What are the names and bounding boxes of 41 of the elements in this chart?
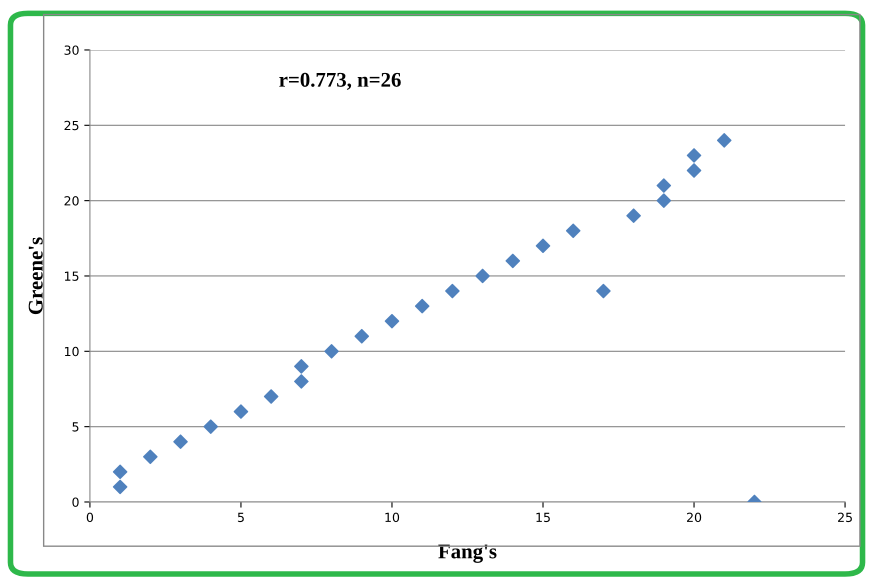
- y-tick-label: 30: [64, 45, 79, 55]
- point: [324, 344, 339, 359]
- x-tick-label: 10: [385, 512, 400, 522]
- point: [506, 254, 520, 268]
- point: [203, 419, 218, 434]
- point: [294, 359, 309, 374]
- point: [173, 434, 188, 449]
- point: [294, 374, 309, 389]
- point: [656, 178, 672, 193]
- point: [566, 223, 580, 238]
- x-tick-label: 5: [238, 512, 244, 522]
- x-tick-label: 20: [687, 512, 702, 522]
- y-tick-label: 20: [64, 196, 79, 206]
- point: [384, 314, 400, 328]
- point: [686, 148, 702, 163]
- y-axis-title: Greene's: [28, 237, 43, 314]
- point: [596, 284, 611, 298]
- annotation: r=0.773, n=26: [279, 72, 401, 90]
- point: [656, 193, 672, 208]
- y-tick-label: 5: [72, 422, 78, 432]
- y-tick-label: 0: [72, 497, 79, 507]
- x-tick-label: 25: [838, 512, 852, 522]
- y-tick-label: 15: [64, 272, 78, 281]
- point: [112, 464, 128, 480]
- point: [234, 404, 248, 419]
- point: [143, 450, 158, 464]
- y-tick-label: 25: [64, 120, 78, 130]
- point: [112, 480, 128, 494]
- y-tick-label: 10: [64, 346, 79, 356]
- x-tick-label: 0: [86, 512, 94, 522]
- point: [354, 328, 370, 344]
- x-axis-title: Fang's: [438, 544, 497, 563]
- point: [716, 133, 732, 148]
- point: [686, 163, 702, 178]
- point: [536, 238, 550, 254]
- point: [264, 389, 278, 404]
- point: [475, 268, 490, 284]
- x-tick-label: 15: [536, 512, 550, 522]
- point: [414, 298, 430, 314]
- point: [626, 208, 641, 223]
- point: [445, 284, 460, 298]
